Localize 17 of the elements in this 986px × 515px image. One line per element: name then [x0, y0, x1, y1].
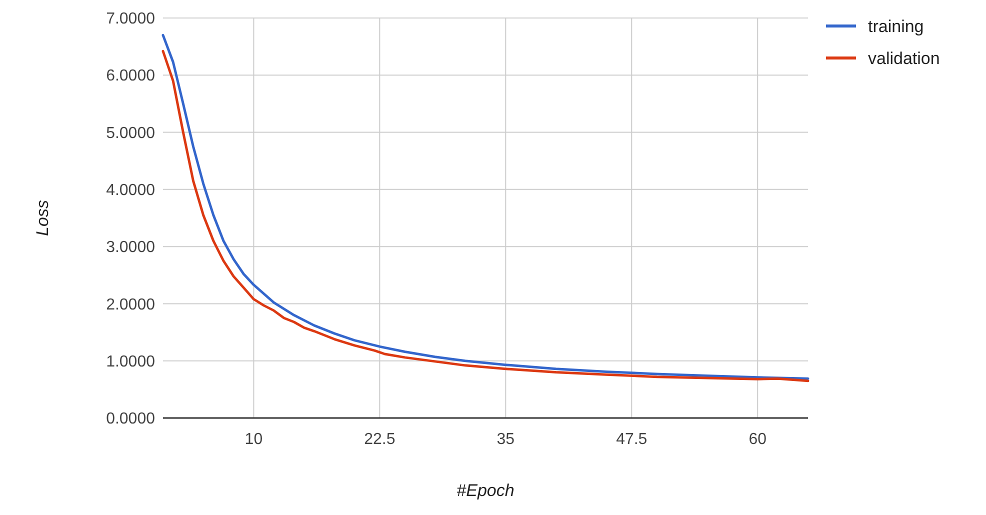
y-tick-label: 0.0000: [106, 410, 156, 428]
y-tick-label: 1.0000: [106, 353, 156, 370]
x-tick-label: 47.5: [616, 431, 648, 448]
y-axis-title: Loss: [33, 200, 52, 236]
y-tick-label: 2.0000: [106, 296, 156, 314]
x-axis-title: #Epoch: [456, 481, 514, 500]
y-tick-label: 4.0000: [106, 182, 156, 200]
y-tick-label: 6.0000: [106, 68, 156, 85]
y-tick-label: 3.0000: [106, 239, 156, 256]
legend-label: validation: [868, 48, 940, 68]
x-tick-label: 60: [748, 431, 767, 448]
legend-label: training: [868, 16, 924, 36]
y-tick-label: 5.0000: [106, 124, 156, 142]
x-tick-label: 35: [496, 431, 515, 448]
y-tick-label: 7.0000: [106, 10, 156, 28]
x-tick-label: 22.5: [364, 431, 396, 448]
x-tick-label: 10: [244, 431, 263, 448]
